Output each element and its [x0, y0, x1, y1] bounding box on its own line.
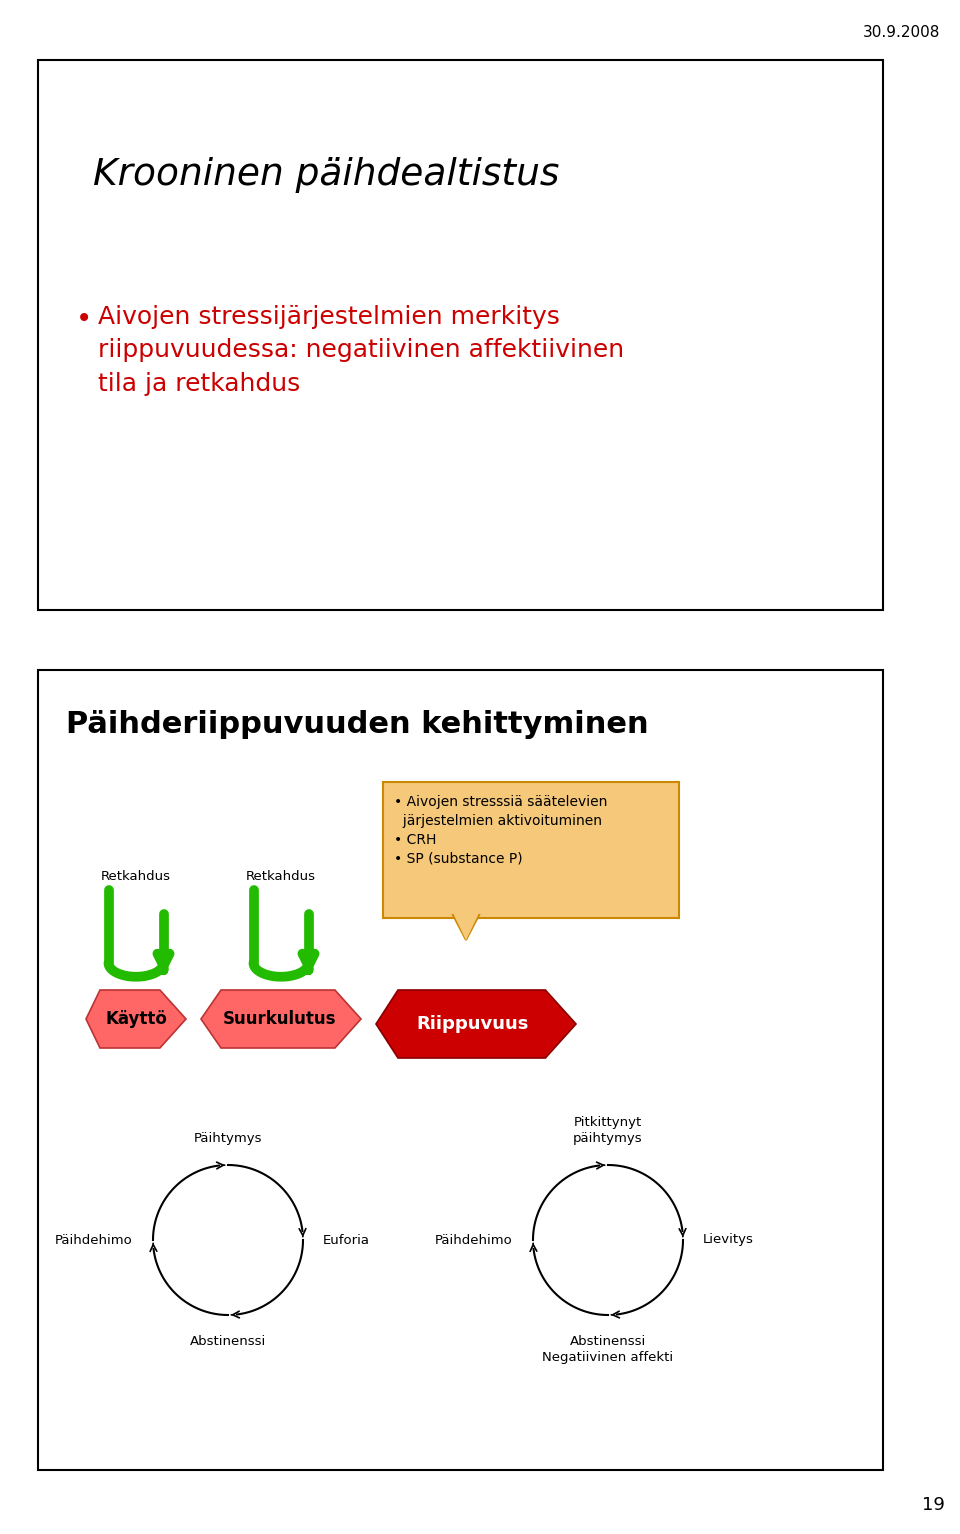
Text: 30.9.2008: 30.9.2008	[863, 25, 940, 40]
Text: Euforia: Euforia	[323, 1233, 370, 1247]
Text: Päihtymys: Päihtymys	[194, 1132, 262, 1144]
Text: Abstinenssi
Negatiivinen affekti: Abstinenssi Negatiivinen affekti	[542, 1335, 674, 1364]
Text: Lievitys: Lievitys	[703, 1233, 754, 1247]
FancyBboxPatch shape	[383, 782, 679, 917]
Text: Krooninen päihdealtistus: Krooninen päihdealtistus	[93, 156, 560, 193]
Text: Abstinenssi: Abstinenssi	[190, 1335, 266, 1348]
Text: Aivojen stressijärjestelmien merkitys
riippuvuudessa: negatiivinen affektiivinen: Aivojen stressijärjestelmien merkitys ri…	[98, 305, 624, 396]
Text: 19: 19	[923, 1496, 945, 1514]
Polygon shape	[455, 914, 477, 937]
Polygon shape	[453, 914, 479, 940]
Text: Päihdehimo: Päihdehimo	[56, 1233, 133, 1247]
Polygon shape	[201, 989, 361, 1048]
Text: • Aivojen stresssiä säätelevien
  järjestelmien aktivoituminen
• CRH
• SP (subst: • Aivojen stresssiä säätelevien järjeste…	[394, 795, 608, 865]
FancyBboxPatch shape	[38, 670, 883, 1470]
Text: Käyttö: Käyttö	[106, 1009, 167, 1028]
Polygon shape	[86, 989, 186, 1048]
Text: Suurkulutus: Suurkulutus	[223, 1009, 337, 1028]
Text: Päihderiippuvuuden kehittyminen: Päihderiippuvuuden kehittyminen	[66, 710, 649, 739]
Text: Päihdehimo: Päihdehimo	[435, 1233, 513, 1247]
Polygon shape	[376, 989, 576, 1058]
FancyBboxPatch shape	[38, 60, 883, 611]
Text: Pitkittynyt
päihtymys: Pitkittynyt päihtymys	[573, 1117, 643, 1144]
Text: Retkahdus: Retkahdus	[101, 870, 171, 884]
Text: •: •	[76, 305, 92, 333]
Text: Riippuvuus: Riippuvuus	[417, 1016, 529, 1032]
Text: Retkahdus: Retkahdus	[246, 870, 316, 884]
